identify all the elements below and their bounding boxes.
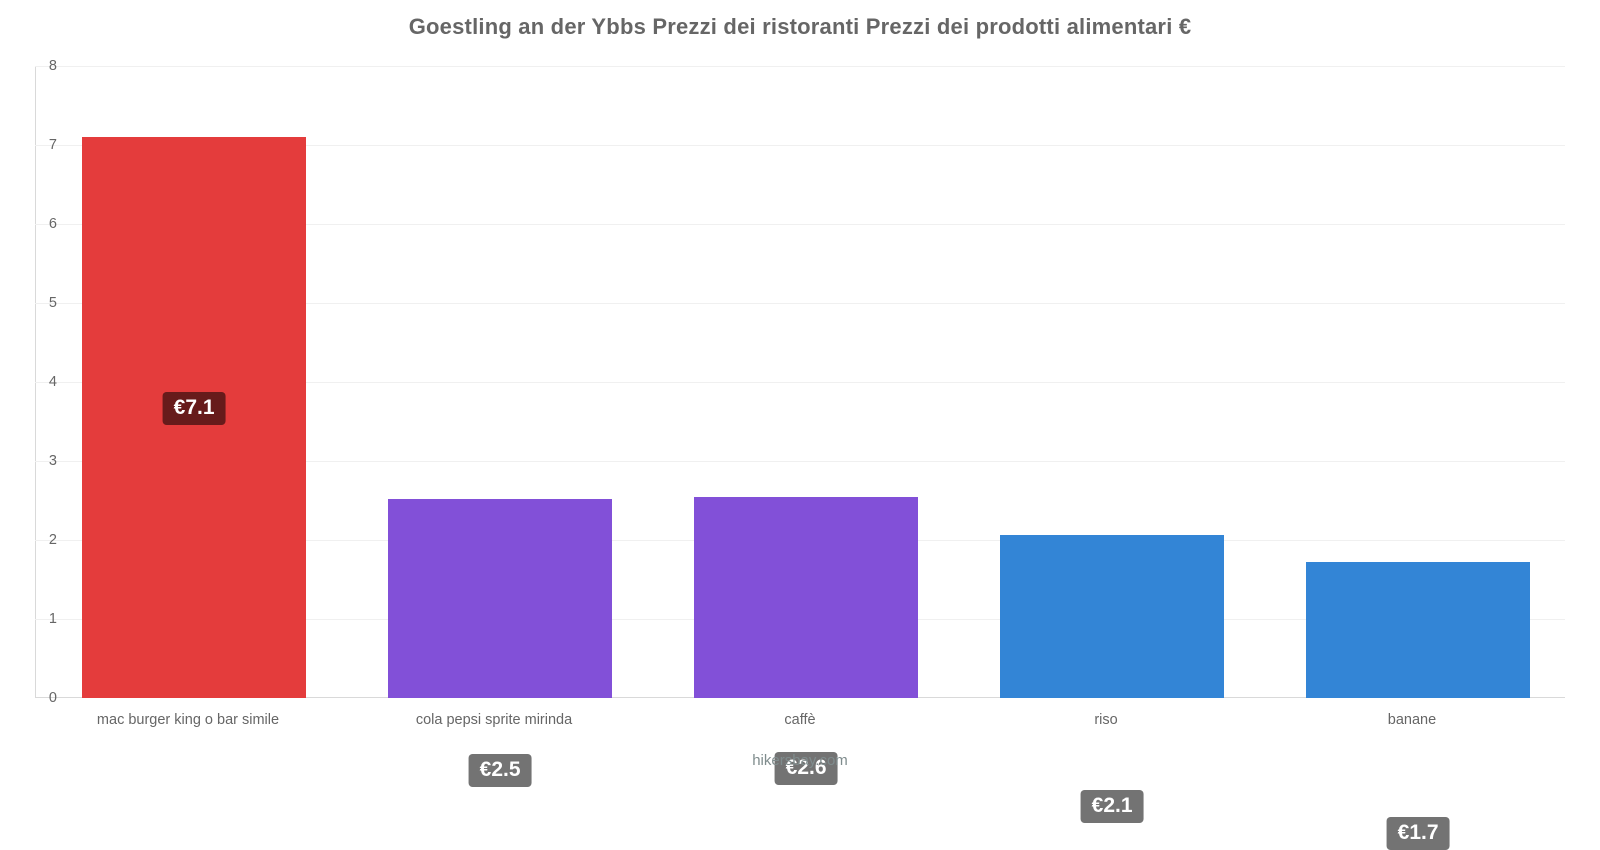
y-axis-tick-label: 0 — [48, 690, 57, 706]
y-axis-tick-label: 6 — [48, 216, 57, 232]
bar-slot: €2.1 — [953, 66, 1259, 824]
grid-line — [35, 66, 1565, 67]
y-axis-tick-label: 5 — [48, 295, 57, 311]
bar-slot: €2.5 — [341, 66, 647, 787]
x-axis-tick-label: banane — [1387, 712, 1437, 728]
y-axis-tick-label: 1 — [48, 611, 57, 627]
grid-line — [35, 461, 1565, 462]
bar-slot: €2.6 — [647, 66, 953, 785]
x-axis-tick-label: caffè — [784, 712, 816, 728]
grid-line — [35, 145, 1565, 146]
grid-line — [35, 224, 1565, 225]
plot-area: €7.1 €2.5 €2.6 €2.1 €1.7 — [35, 66, 1565, 850]
bar-value-label: €1.7 — [1386, 817, 1450, 850]
bar[interactable]: €2.6 — [694, 496, 918, 785]
chart-title: Goestling an der Ybbs Prezzi dei ristora… — [408, 14, 1192, 39]
y-axis-tick-label: 8 — [48, 58, 57, 74]
bar-value-label: €2.5 — [468, 753, 532, 787]
y-axis-tick-label: 2 — [48, 532, 57, 548]
bar-series: €7.1 €2.5 €2.6 €2.1 €1.7 — [35, 66, 1565, 850]
bar[interactable]: €2.1 — [1000, 535, 1224, 824]
bar[interactable]: €2.5 — [388, 498, 612, 787]
grid-line — [35, 303, 1565, 304]
x-axis-tick-label: mac burger king o bar simile — [96, 712, 280, 728]
bar-value-label: €2.6 — [774, 751, 838, 785]
x-axis-tick-label: cola pepsi sprite mirinda — [415, 712, 573, 728]
bar-value-label: €7.1 — [162, 392, 226, 426]
y-axis-tick-label: 3 — [48, 453, 57, 469]
y-axis-tick-label: 7 — [48, 137, 57, 153]
watermark: hikersbay.com — [752, 752, 848, 769]
grid-line — [35, 382, 1565, 383]
x-axis-tick-label: riso — [1094, 712, 1118, 728]
bar[interactable]: €7.1 — [82, 137, 306, 698]
bar-slot: €7.1 — [35, 66, 341, 698]
bar-value-label: €2.1 — [1080, 790, 1144, 824]
chart-container: Goestling an der Ybbs Prezzi dei ristora… — [35, 14, 1565, 850]
bar-slot: €1.7 — [1259, 66, 1565, 850]
bar[interactable]: €1.7 — [1306, 562, 1530, 850]
y-axis-tick-label: 4 — [48, 374, 57, 390]
